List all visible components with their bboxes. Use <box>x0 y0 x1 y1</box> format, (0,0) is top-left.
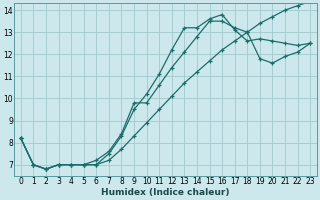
X-axis label: Humidex (Indice chaleur): Humidex (Indice chaleur) <box>101 188 230 197</box>
